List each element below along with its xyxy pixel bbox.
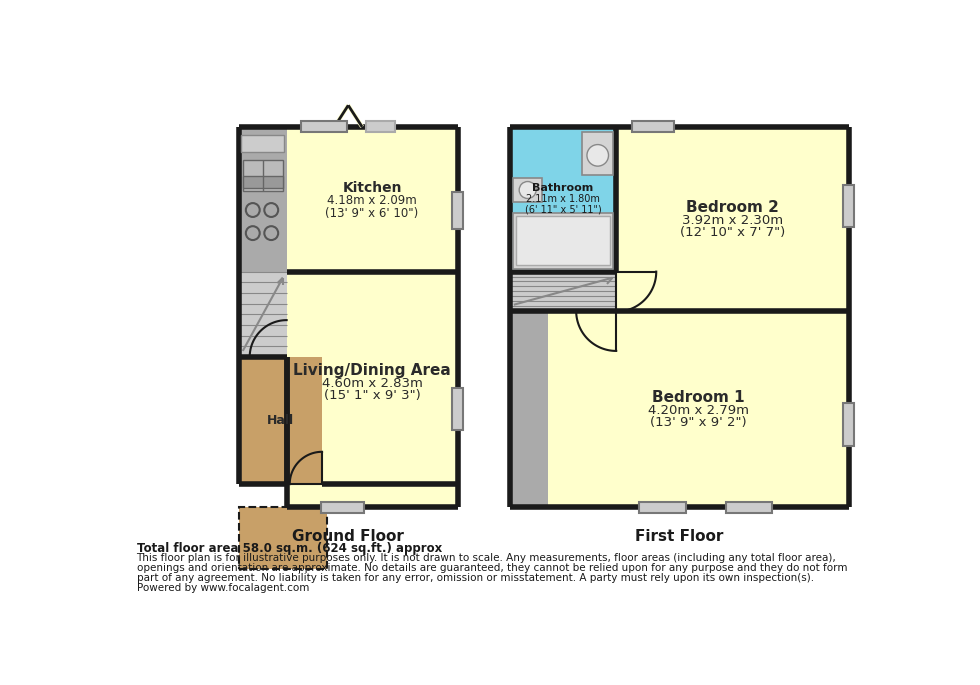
Text: Bedroom 1: Bedroom 1 bbox=[653, 390, 745, 405]
Text: Kitchen: Kitchen bbox=[342, 181, 402, 195]
Bar bbox=[510, 127, 849, 507]
Bar bbox=[287, 127, 458, 507]
Text: Living/Dining Area: Living/Dining Area bbox=[293, 362, 451, 377]
Text: Bedroom 2: Bedroom 2 bbox=[686, 200, 779, 215]
Text: 3.92m x 2.30m: 3.92m x 2.30m bbox=[682, 214, 783, 227]
Bar bbox=[510, 319, 549, 507]
Text: This floor plan is for illustrative purposes only. It is not drawn to scale. Any: This floor plan is for illustrative purp… bbox=[136, 553, 836, 564]
Text: (13' 9" x 6' 10"): (13' 9" x 6' 10") bbox=[325, 207, 418, 220]
Circle shape bbox=[587, 145, 609, 166]
Bar bbox=[239, 127, 287, 272]
Bar bbox=[452, 388, 463, 430]
Bar bbox=[725, 502, 772, 512]
Bar bbox=[241, 136, 283, 152]
Bar bbox=[510, 272, 616, 311]
Bar bbox=[639, 502, 686, 512]
Text: Total floor area 58.0 sq.m. (624 sq.ft.) approx: Total floor area 58.0 sq.m. (624 sq.ft.)… bbox=[136, 542, 442, 555]
Text: First Floor: First Floor bbox=[635, 529, 723, 544]
Bar bbox=[243, 160, 283, 190]
Bar bbox=[510, 127, 616, 272]
Bar bbox=[452, 192, 463, 229]
Text: part of any agreement. No liability is taken for any error, omission or misstate: part of any agreement. No liability is t… bbox=[136, 573, 813, 584]
Text: Powered by www.focalagent.com: Powered by www.focalagent.com bbox=[136, 584, 309, 593]
Text: (12' 10" x 7' 7"): (12' 10" x 7' 7") bbox=[680, 226, 785, 239]
Text: (15' 1" x 9' 3"): (15' 1" x 9' 3") bbox=[323, 389, 420, 402]
Circle shape bbox=[519, 182, 536, 199]
Bar bbox=[632, 121, 674, 132]
Bar bbox=[514, 213, 613, 269]
Bar bbox=[239, 357, 322, 484]
Bar bbox=[321, 502, 364, 512]
Polygon shape bbox=[239, 507, 327, 569]
Bar bbox=[366, 121, 395, 132]
Bar bbox=[301, 121, 347, 132]
Text: openings and orientation are approximate. No details are guaranteed, they cannot: openings and orientation are approximate… bbox=[136, 564, 847, 573]
Text: 2.11m x 1.80m: 2.11m x 1.80m bbox=[526, 195, 600, 204]
Text: 4.20m x 2.79m: 4.20m x 2.79m bbox=[648, 404, 749, 417]
Bar bbox=[514, 177, 542, 202]
Text: (6' 11" x 5' 11"): (6' 11" x 5' 11") bbox=[524, 204, 602, 214]
Text: (13' 9" x 9' 2"): (13' 9" x 9' 2") bbox=[651, 416, 747, 429]
Bar bbox=[243, 176, 283, 188]
Text: 4.18m x 2.09m: 4.18m x 2.09m bbox=[327, 195, 417, 208]
Bar bbox=[516, 216, 611, 266]
Text: Ground Floor: Ground Floor bbox=[292, 529, 404, 544]
Bar bbox=[844, 185, 855, 227]
Bar bbox=[582, 132, 613, 175]
Text: Bathroom: Bathroom bbox=[532, 183, 594, 192]
Bar bbox=[510, 311, 549, 507]
Text: 4.60m x 2.83m: 4.60m x 2.83m bbox=[321, 377, 422, 390]
Text: Hall: Hall bbox=[267, 414, 294, 427]
Bar bbox=[844, 403, 855, 446]
Bar bbox=[239, 272, 287, 357]
